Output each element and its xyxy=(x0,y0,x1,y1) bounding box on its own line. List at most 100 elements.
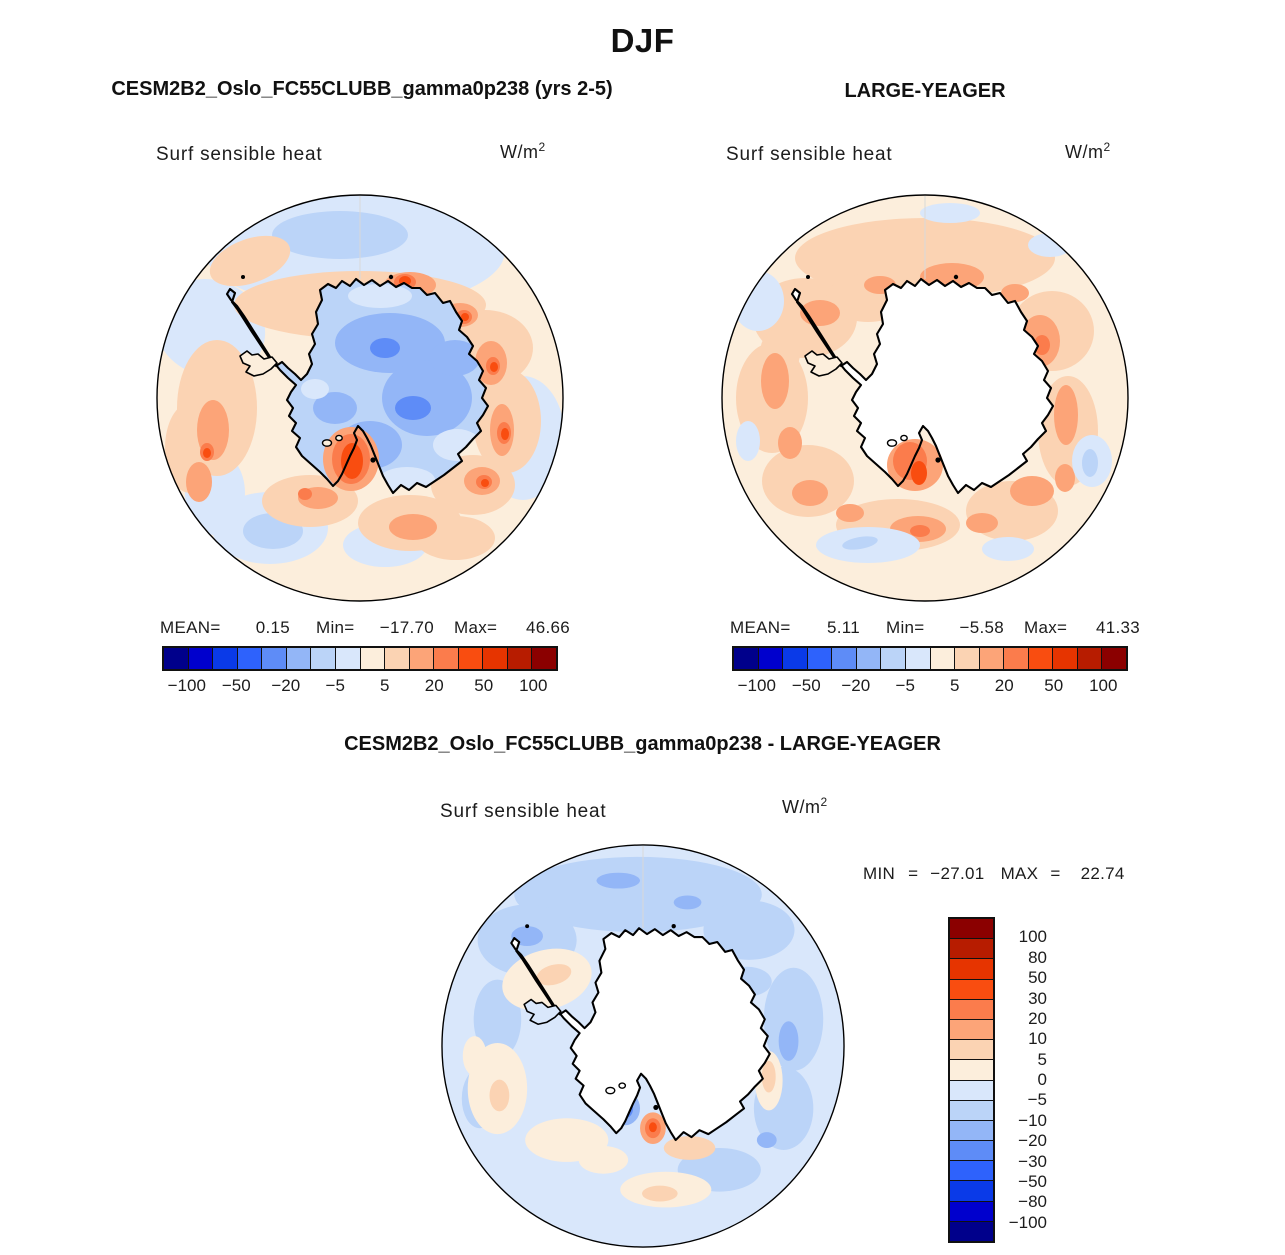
colorbar-cell xyxy=(950,1100,993,1121)
colorbar-tick-label: −50 xyxy=(791,676,821,695)
max-label: Max= xyxy=(454,618,498,637)
colorbar-tick-label: 30 xyxy=(1028,988,1047,1008)
colorbar-cell xyxy=(950,1201,993,1222)
colorbar-tick-label: −30 xyxy=(1018,1151,1047,1171)
colorbar-cell xyxy=(950,999,993,1020)
colorbar-diff xyxy=(948,917,995,1243)
colorbar-tick-label: 50 xyxy=(1028,968,1047,988)
colorbar-cell xyxy=(360,648,386,669)
colorbar-cell xyxy=(950,1060,993,1081)
colorbar-tick-label: −80 xyxy=(1018,1192,1047,1212)
colorbar-tick-label: −5 xyxy=(325,676,345,695)
max-label: Max= xyxy=(1024,618,1068,637)
colorbar-cell xyxy=(286,648,312,669)
mean-label: MEAN= xyxy=(730,618,791,637)
colorbar-cell xyxy=(532,648,556,669)
field-label-diff: Surf sensible heat xyxy=(440,801,607,822)
colorbar-cell xyxy=(237,648,263,669)
colorbar-tick-label: 20 xyxy=(994,676,1014,695)
units-base: W/m xyxy=(782,797,821,817)
colorbar-tick-label: −10 xyxy=(1018,1110,1047,1130)
colorbar-tick-label: 100 xyxy=(1089,676,1118,695)
units-label-diff: W/m2 xyxy=(782,795,828,818)
colorbar-cell xyxy=(950,959,993,980)
min-value: −5.58 xyxy=(959,618,1004,637)
colorbar-cell xyxy=(955,648,980,669)
colorbar-cell xyxy=(950,1161,993,1182)
mean-value: 0.15 xyxy=(255,618,290,637)
units-exponent: 2 xyxy=(538,140,546,154)
colorbar-cell xyxy=(950,979,993,1000)
colorbar-obs xyxy=(732,646,1128,671)
colorbar-tick-label: −5 xyxy=(1027,1090,1047,1110)
colorbar-cell xyxy=(1004,648,1029,669)
max-value: 22.74 xyxy=(1080,864,1125,883)
colorbar-cell xyxy=(950,1040,993,1061)
colorbar-tick-label: −20 xyxy=(271,676,301,695)
colorbar-cell xyxy=(783,648,808,669)
colorbar-cell xyxy=(950,919,993,940)
units-base: W/m xyxy=(1065,142,1104,162)
units-label-model: W/m2 xyxy=(500,140,546,163)
colorbar-cell xyxy=(832,648,857,669)
units-exponent: 2 xyxy=(1103,140,1111,154)
max-value: 41.33 xyxy=(1095,618,1140,637)
colorbar-tick-label: 50 xyxy=(1044,676,1064,695)
colorbar-tick-label: −20 xyxy=(1018,1131,1047,1151)
colorbar-tick-label: 5 xyxy=(1037,1049,1047,1069)
units-label-obs: W/m2 xyxy=(1065,140,1111,163)
colorbar-ticks-model: −100 −50 −20 −5 5 20 50 100 xyxy=(162,676,558,696)
equals-sign: = xyxy=(1050,864,1061,883)
units-exponent: 2 xyxy=(820,795,828,809)
field-label-obs: Surf sensible heat xyxy=(726,144,893,165)
colorbar-tick-label: 20 xyxy=(424,676,444,695)
spacer xyxy=(434,618,454,638)
colorbar-cell xyxy=(950,1080,993,1101)
colorbar-cell xyxy=(950,1221,993,1241)
minmax-row-diff: MIN = −27.01 MAX = 22.74 xyxy=(863,864,1125,884)
colorbar-cell xyxy=(434,648,459,669)
colorbar-cell xyxy=(1028,648,1054,669)
mean-value: 5.11 xyxy=(826,618,860,637)
colorbar-ticks-obs: −100 −50 −20 −5 5 20 50 100 xyxy=(732,676,1128,696)
min-value: −27.01 xyxy=(930,864,985,883)
colorbar-cell xyxy=(905,648,931,669)
equals-sign: = xyxy=(908,864,919,883)
units-base: W/m xyxy=(500,142,539,162)
colorbar-tick-label: 0 xyxy=(1037,1070,1047,1089)
colorbar-cell xyxy=(213,648,238,669)
colorbar-tick-label: 80 xyxy=(1028,947,1047,967)
colorbar-cell xyxy=(164,648,189,669)
polar-map-model xyxy=(156,194,564,602)
colorbar-cell xyxy=(758,648,784,669)
colorbar-cell xyxy=(979,648,1005,669)
colorbar-cell xyxy=(930,648,956,669)
spacer xyxy=(290,618,316,638)
colorbar-cell xyxy=(950,939,993,960)
colorbar-labels-diff: 100 80 50 30 20 10 5 0 −5 −10 −20 −30 −50 −80 −100 xyxy=(999,917,1047,1243)
colorbar-tick-label: 5 xyxy=(950,676,960,695)
colorbar-cell xyxy=(458,648,484,669)
mean-label: MEAN= xyxy=(160,618,221,637)
colorbar-cell xyxy=(385,648,410,669)
panel-title-obs: LARGE-YEAGER xyxy=(844,80,1006,102)
colorbar-cell xyxy=(881,648,906,669)
min-label: Min= xyxy=(886,618,925,637)
spacer xyxy=(1004,618,1024,638)
colorbar-cell xyxy=(335,648,361,669)
colorbar-tick-label: 100 xyxy=(519,676,548,695)
figure-title: DJF xyxy=(610,22,675,59)
colorbar-cell xyxy=(507,648,533,669)
colorbar-cell xyxy=(1053,648,1078,669)
colorbar-cell xyxy=(950,1019,993,1041)
field-label-model: Surf sensible heat xyxy=(156,144,323,165)
colorbar-tick-label: −100 xyxy=(1008,1212,1047,1232)
colorbar-cell xyxy=(1102,648,1126,669)
stats-row-model: MEAN= 0.15 Min= −17.70 Max= 46.66 xyxy=(160,618,570,638)
colorbar-cell xyxy=(1077,648,1103,669)
panel-title-model: CESM2B2_Oslo_FC55CLUBB_gamma0p238 (yrs 2… xyxy=(111,78,613,100)
max-label: MAX xyxy=(1000,864,1039,883)
min-label: Min= xyxy=(316,618,355,637)
colorbar-cell xyxy=(483,648,508,669)
colorbar-tick-label: 50 xyxy=(474,676,494,695)
